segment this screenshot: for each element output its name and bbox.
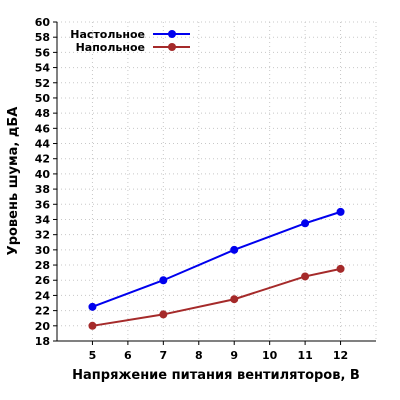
data-point — [301, 219, 310, 228]
x-axis-label: Напряжение питания вентиляторов, В — [72, 368, 360, 383]
y-tick-label: 58 — [35, 31, 50, 44]
data-point — [159, 310, 168, 319]
y-tick-label: 42 — [35, 153, 50, 166]
y-tick-label: 40 — [35, 168, 51, 181]
x-tick-label: 8 — [195, 349, 203, 362]
axes — [56, 22, 376, 342]
x-tick-label: 11 — [297, 349, 312, 362]
y-tick-label: 56 — [35, 46, 51, 59]
y-tick-label: 60 — [35, 16, 51, 29]
grid — [57, 21, 377, 341]
x-tick-label: 5 — [89, 349, 97, 362]
legend-label: Напольное — [76, 41, 145, 54]
legend-label: Настольное — [70, 28, 145, 41]
y-tick-label: 52 — [35, 77, 50, 90]
data-point — [88, 321, 97, 330]
y-tick-labels: 18 20 22 24 26 28 30 32 34 36 38 40 42 44 46 48 50 52 54 56… — [35, 16, 57, 348]
y-axis-label: Уровень шума, дБА — [6, 107, 21, 256]
y-tick-label: 36 — [35, 198, 51, 211]
y-tick-label: 46 — [35, 122, 51, 135]
y-tick-label: 48 — [35, 107, 50, 120]
data-point — [230, 245, 239, 254]
series-group — [88, 207, 345, 330]
y-tick-label: 34 — [35, 213, 51, 226]
x-tick-label: 6 — [124, 349, 132, 362]
legend-swatch-marker — [168, 43, 176, 51]
y-tick-label: 30 — [35, 244, 51, 257]
data-point — [230, 295, 239, 304]
y-tick-label: 44 — [35, 138, 51, 151]
y-tick-label: 26 — [35, 274, 51, 287]
x-tick-label: 7 — [160, 349, 168, 362]
x-tick-label: 9 — [230, 349, 238, 362]
data-point — [336, 264, 345, 273]
data-point — [301, 272, 310, 281]
data-point — [88, 302, 97, 311]
y-tick-label: 28 — [35, 259, 50, 272]
x-tick-labels: 5 6 7 8 9 10 11 12 — [89, 341, 348, 362]
legend-swatch-marker — [168, 30, 176, 38]
y-tick-label: 20 — [35, 320, 51, 333]
data-point — [336, 207, 345, 216]
y-tick-label: 54 — [35, 62, 51, 75]
y-tick-label: 50 — [35, 92, 51, 105]
y-tick-label: 22 — [35, 305, 50, 318]
x-tick-label: 10 — [262, 349, 278, 362]
series-2 — [88, 264, 345, 330]
series-1 — [88, 207, 345, 311]
y-tick-label: 24 — [35, 289, 51, 302]
y-tick-label: 32 — [35, 229, 50, 242]
y-tick-label: 18 — [35, 335, 50, 348]
y-tick-label: 38 — [35, 183, 50, 196]
x-tick-label: 12 — [333, 349, 348, 362]
data-point — [159, 276, 168, 285]
